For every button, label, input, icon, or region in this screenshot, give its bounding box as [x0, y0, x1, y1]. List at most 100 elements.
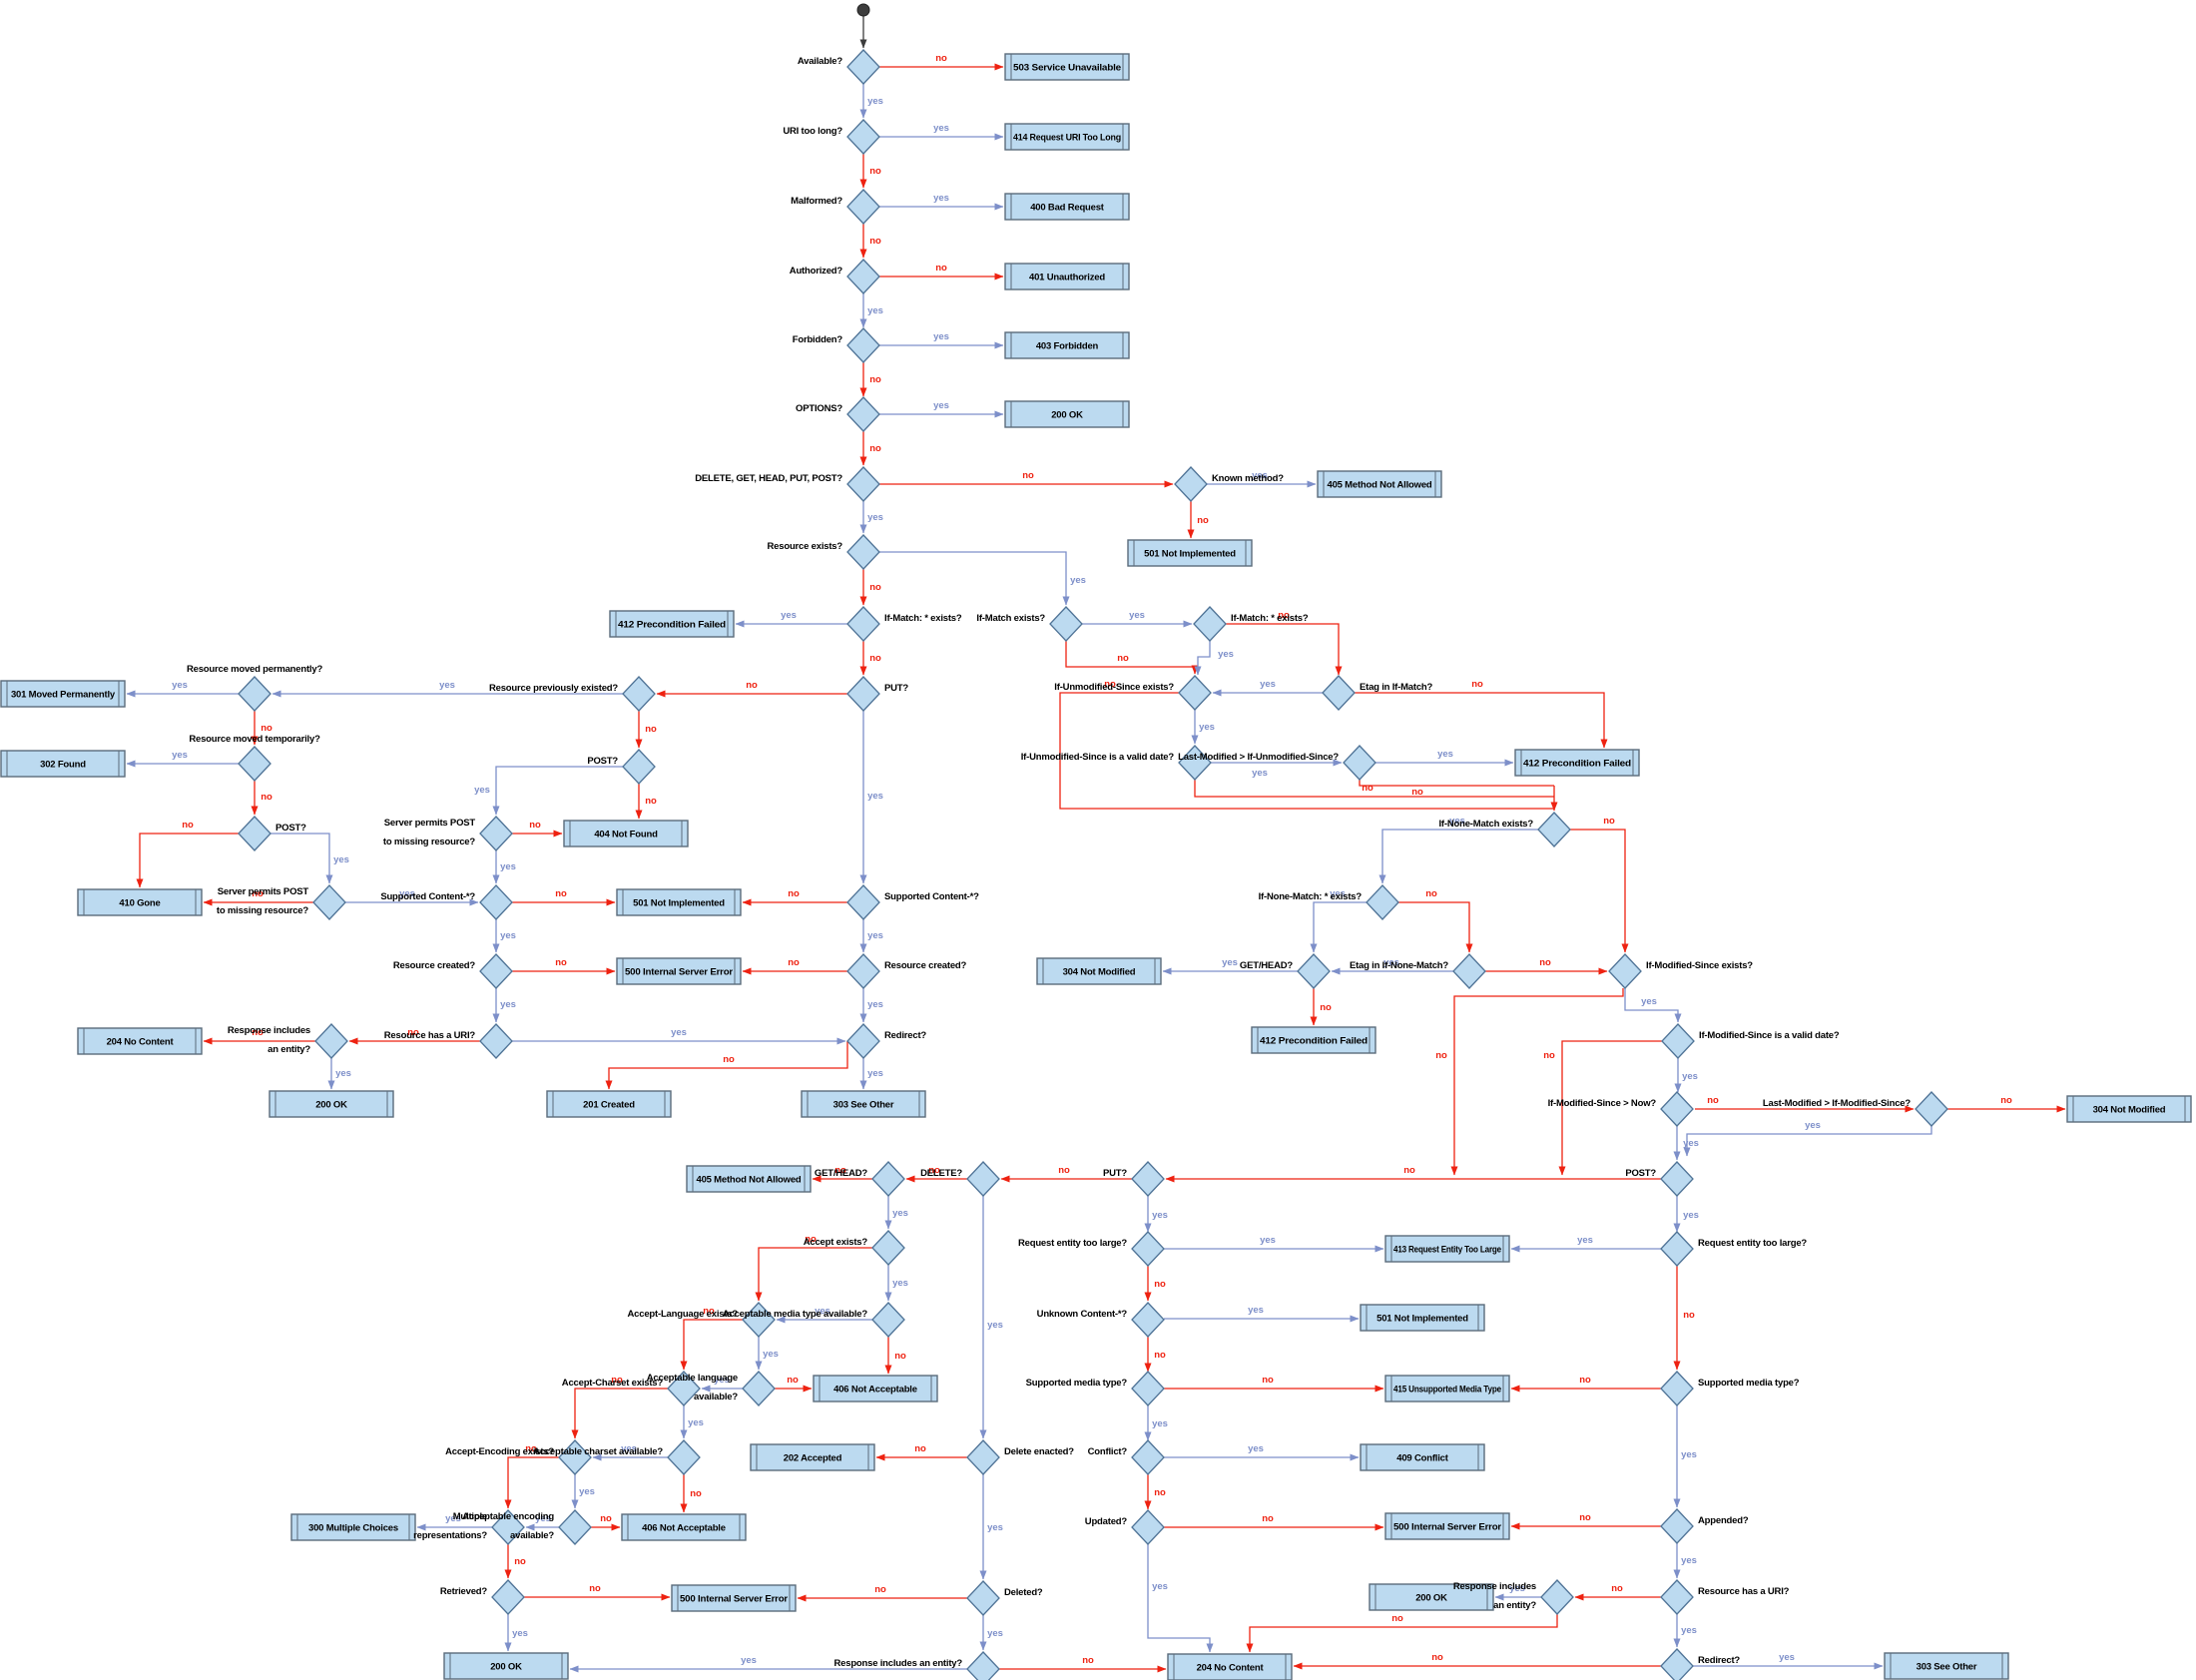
decision-shape-updated — [1131, 1509, 1165, 1545]
decision-shape-authorized — [846, 259, 880, 294]
decision-label-ifmod_valid: If-Modified-Since is a valid date? — [1699, 1030, 1840, 1041]
decision-label-acccharset_ex: Accept-Charset exists? — [562, 1378, 664, 1389]
decision-label-unknowncont: Unknown Content-*? — [1037, 1309, 1128, 1320]
decision-label-conflict: Conflict? — [1088, 1446, 1128, 1457]
decision-label-respentity2: Response includes — [1453, 1581, 1536, 1592]
edge-label-yes: yes — [1682, 1071, 1698, 1082]
decision-label-multiple: representations? — [413, 1530, 487, 1541]
decision-shape-gethead_c — [1297, 953, 1331, 989]
decision-shape-respentity1 — [314, 1023, 348, 1059]
decision-shape-appended — [1660, 1508, 1694, 1544]
edge-label-no: no — [555, 888, 567, 899]
decision-label-deleted: Deleted? — [1004, 1587, 1043, 1598]
decision-label-ifmodnow: If-Modified-Since > Now? — [1548, 1098, 1657, 1109]
decision-label-etag_ifmatch: Etag in If-Match? — [1360, 682, 1433, 693]
decision-redirect2 — [1660, 1648, 1694, 1680]
edge-label-no: no — [1154, 1279, 1166, 1290]
terminal-label-303_post: 303 See Other — [1917, 1662, 1977, 1673]
edge-label-no: no — [1579, 1375, 1591, 1386]
decision-shape-movedperm — [238, 676, 272, 712]
edge-label-no: no — [1391, 1613, 1403, 1624]
edge-label-no: no — [611, 1375, 623, 1386]
edge-label-no: no — [261, 792, 273, 803]
terminal-box-403 — [1004, 331, 1130, 359]
edge-label-no: no — [1320, 1002, 1332, 1013]
decision-shape-accenc_ex — [558, 1439, 592, 1475]
flow-edge-101 — [504, 1456, 559, 1509]
decision-acccharset_ex — [667, 1371, 701, 1406]
terminal-box-501_put — [1360, 1304, 1485, 1332]
decision-reqlarge1 — [1131, 1231, 1165, 1267]
edge-label-no: no — [869, 236, 881, 247]
edge-label-no: no — [645, 796, 657, 807]
flow-edge-60 — [1194, 780, 1554, 798]
terminal-box-414 — [1004, 123, 1130, 151]
edge-label-no: no — [869, 443, 881, 454]
decision-shape-movedtemp — [238, 746, 272, 782]
terminal-box-405_top — [1317, 470, 1442, 498]
edge-label-yes: yes — [987, 1628, 1003, 1639]
decision-shape-suppcontr — [846, 884, 880, 920]
decision-shape-resexists — [846, 534, 880, 570]
edge-label-yes: yes — [1199, 722, 1215, 733]
decision-shape-methods — [846, 466, 880, 502]
decision-srvpermits1 — [312, 884, 346, 920]
decision-accenc_ex — [558, 1439, 592, 1475]
edge-label-yes: yes — [1152, 1418, 1168, 1429]
terminal-box-304_right — [2066, 1095, 2192, 1123]
flow-edge-31 — [492, 766, 623, 816]
terminal-200_created: 200 OK — [269, 1090, 394, 1118]
terminal-501_put: 501 Not Implemented — [1360, 1304, 1485, 1332]
decision-label-acclang_ex: Accept-Language exists? — [628, 1309, 739, 1320]
decision-shape-suppmedia1 — [1131, 1371, 1165, 1406]
decision-redirect1 — [846, 1023, 880, 1059]
decision-label-rescreatedr: Resource created? — [884, 960, 967, 971]
terminal-500_mid: 500 Internal Server Error — [616, 957, 742, 985]
decision-ifunmod_valid — [1178, 745, 1212, 781]
edge-label-yes: yes — [1222, 957, 1238, 968]
edge-label-no: no — [1362, 783, 1373, 794]
edge-label-no: no — [1543, 1050, 1555, 1061]
terminal-412_getput: 412 Precondition Failed — [1251, 1026, 1376, 1054]
decision-label-authorized: Authorized? — [790, 266, 843, 277]
terminal-label-415: 415 Unsupported Media Type — [1393, 1385, 1501, 1396]
decision-shape-ifunmod_valid — [1178, 745, 1212, 781]
terminal-label-200_options: 200 OK — [1051, 410, 1083, 421]
decision-label-redirect2: Redirect? — [1698, 1655, 1740, 1666]
terminal-406_upper: 406 Not Acceptable — [813, 1375, 938, 1402]
decision-prevexist — [622, 676, 656, 712]
terminal-label-302: 302 Found — [40, 760, 86, 771]
flow-edge-61 — [1359, 780, 1554, 787]
edge-label-yes: yes — [1252, 768, 1268, 779]
flow-edge-135 — [1246, 1614, 1558, 1653]
terminal-label-406_lower: 406 Not Acceptable — [642, 1523, 726, 1534]
edge-label-no: no — [1471, 679, 1483, 690]
terminal-201: 201 Created — [546, 1090, 672, 1118]
decision-label-ifunmod_ex: If-Unmodified-Since exists? — [1054, 682, 1174, 693]
terminal-label-303_mid: 303 See Other — [833, 1100, 894, 1111]
flow-edge-65 — [1570, 829, 1629, 953]
edge-label-yes: yes — [1152, 1581, 1168, 1592]
decision-shape-multiple — [491, 1509, 525, 1545]
decision-shape-known — [1174, 466, 1208, 502]
decision-label-post2: POST? — [587, 756, 618, 767]
flow-edge-52 — [1065, 641, 1199, 675]
edge-label-no: no — [935, 53, 947, 64]
edge-label-no: no — [723, 1054, 735, 1065]
terminal-label-412_getput: 412 Precondition Failed — [1260, 1036, 1368, 1047]
edge-label-yes: yes — [867, 930, 883, 941]
edge-label-yes: yes — [439, 680, 455, 691]
flow-edge-56 — [1355, 692, 1608, 749]
edge-label-yes: yes — [987, 1320, 1003, 1331]
edge-label-yes: yes — [933, 193, 949, 204]
edge-label-yes: yes — [1683, 1210, 1699, 1221]
decision-shape-ifmod_ex — [1608, 953, 1642, 989]
decision-label-ifmatchstar_r: If-Match: * exists? — [1231, 613, 1309, 624]
terminal-304_mid: 304 Not Modified — [1036, 957, 1162, 985]
terminal-200_post: 200 OK — [1369, 1583, 1494, 1611]
decision-forbidden — [846, 327, 880, 363]
edge-label-no: no — [690, 1488, 702, 1499]
edge-label-yes: yes — [1437, 749, 1453, 760]
terminal-label-404: 404 Not Found — [594, 830, 658, 840]
flow-edge-66 — [1310, 901, 1367, 953]
